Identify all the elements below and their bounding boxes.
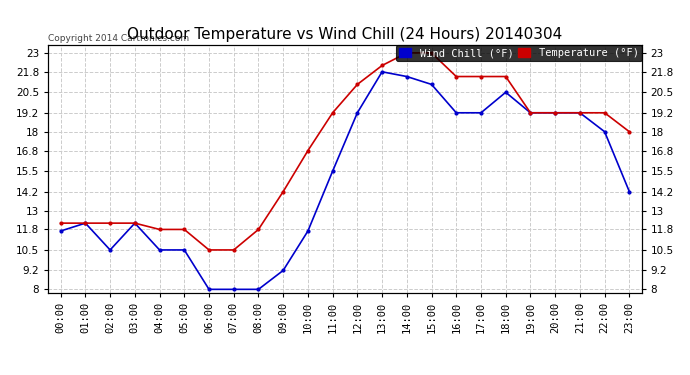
Wind Chill (°F): [57, 229, 65, 233]
Temperature (°F): [353, 82, 362, 87]
Temperature (°F): [403, 51, 411, 55]
Text: Copyright 2014 Cartronics.com: Copyright 2014 Cartronics.com: [48, 33, 190, 42]
Wind Chill (°F): [81, 221, 90, 225]
Temperature (°F): [106, 221, 115, 225]
Wind Chill (°F): [130, 221, 139, 225]
Wind Chill (°F): [600, 129, 609, 134]
Wind Chill (°F): [328, 169, 337, 173]
Wind Chill (°F): [378, 69, 386, 74]
Wind Chill (°F): [155, 248, 164, 252]
Wind Chill (°F): [106, 248, 115, 252]
Wind Chill (°F): [427, 82, 435, 87]
Temperature (°F): [600, 111, 609, 115]
Temperature (°F): [551, 111, 560, 115]
Wind Chill (°F): [551, 111, 560, 115]
Temperature (°F): [180, 227, 188, 232]
Temperature (°F): [130, 221, 139, 225]
Temperature (°F): [378, 63, 386, 68]
Temperature (°F): [57, 221, 65, 225]
Temperature (°F): [304, 148, 312, 153]
Line: Wind Chill (°F): Wind Chill (°F): [58, 69, 632, 292]
Temperature (°F): [477, 74, 485, 79]
Wind Chill (°F): [353, 111, 362, 115]
Temperature (°F): [427, 51, 435, 55]
Legend: Wind Chill (°F), Temperature (°F): Wind Chill (°F), Temperature (°F): [396, 45, 642, 61]
Wind Chill (°F): [502, 90, 510, 94]
Wind Chill (°F): [180, 248, 188, 252]
Wind Chill (°F): [526, 111, 535, 115]
Wind Chill (°F): [403, 74, 411, 79]
Temperature (°F): [279, 189, 287, 194]
Temperature (°F): [230, 248, 238, 252]
Wind Chill (°F): [230, 287, 238, 292]
Temperature (°F): [625, 129, 633, 134]
Temperature (°F): [155, 227, 164, 232]
Wind Chill (°F): [304, 229, 312, 233]
Wind Chill (°F): [205, 287, 213, 292]
Wind Chill (°F): [625, 189, 633, 194]
Wind Chill (°F): [279, 268, 287, 273]
Wind Chill (°F): [452, 111, 460, 115]
Wind Chill (°F): [255, 287, 263, 292]
Temperature (°F): [575, 111, 584, 115]
Temperature (°F): [502, 74, 510, 79]
Temperature (°F): [452, 74, 460, 79]
Temperature (°F): [205, 248, 213, 252]
Temperature (°F): [81, 221, 90, 225]
Temperature (°F): [255, 227, 263, 232]
Wind Chill (°F): [477, 111, 485, 115]
Temperature (°F): [328, 111, 337, 115]
Wind Chill (°F): [575, 111, 584, 115]
Temperature (°F): [526, 111, 535, 115]
Title: Outdoor Temperature vs Wind Chill (24 Hours) 20140304: Outdoor Temperature vs Wind Chill (24 Ho…: [128, 27, 562, 42]
Line: Temperature (°F): Temperature (°F): [58, 50, 632, 253]
